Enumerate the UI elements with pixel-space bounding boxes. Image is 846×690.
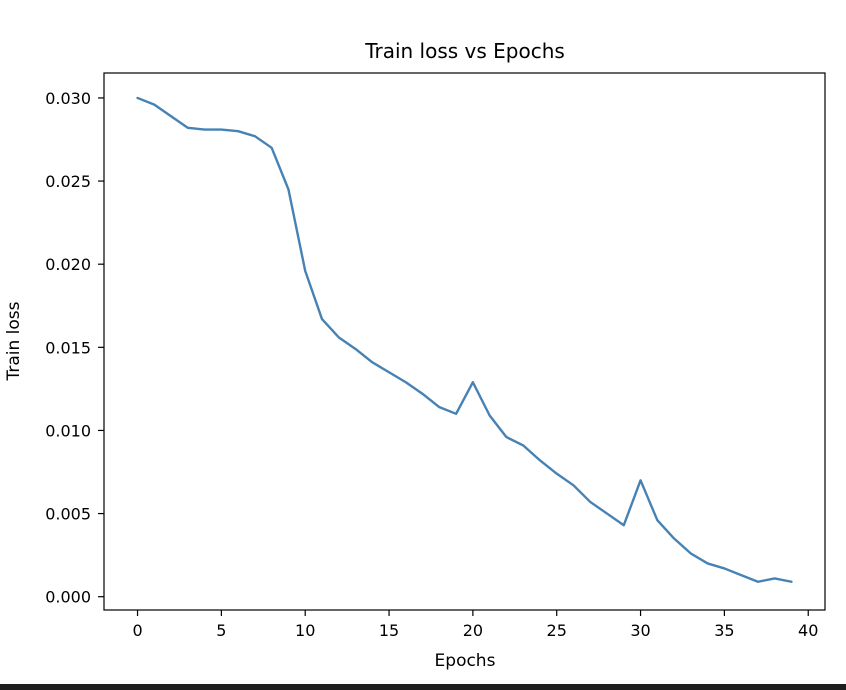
x-tick-label: 30: [630, 621, 650, 640]
y-axis-label: Train loss: [4, 301, 24, 381]
y-tick-label: 0.015: [45, 338, 91, 357]
bottom-border-bar: [0, 684, 846, 690]
x-tick-label: 35: [714, 621, 734, 640]
x-tick-label: 15: [379, 621, 399, 640]
y-tick-label: 0.010: [45, 421, 91, 440]
plot-frame: [103, 72, 826, 611]
y-tick-label: 0.005: [45, 505, 91, 524]
y-tick-label: 0.020: [45, 255, 91, 274]
x-tick-label: 25: [547, 621, 567, 640]
series-line: [136, 96, 793, 583]
y-tick-label: 0.000: [45, 588, 91, 607]
x-tick-label: 0: [132, 621, 142, 640]
x-tick-label: 20: [463, 621, 483, 640]
y-tick-label: 0.025: [45, 172, 91, 191]
chart-title: Train loss vs Epochs: [364, 39, 565, 63]
x-tick-label: 40: [798, 621, 818, 640]
x-axis-label: Epochs: [435, 651, 496, 671]
x-tick-label: 5: [216, 621, 226, 640]
x-tick-label: 10: [295, 621, 315, 640]
y-tick-label: 0.030: [45, 89, 91, 108]
